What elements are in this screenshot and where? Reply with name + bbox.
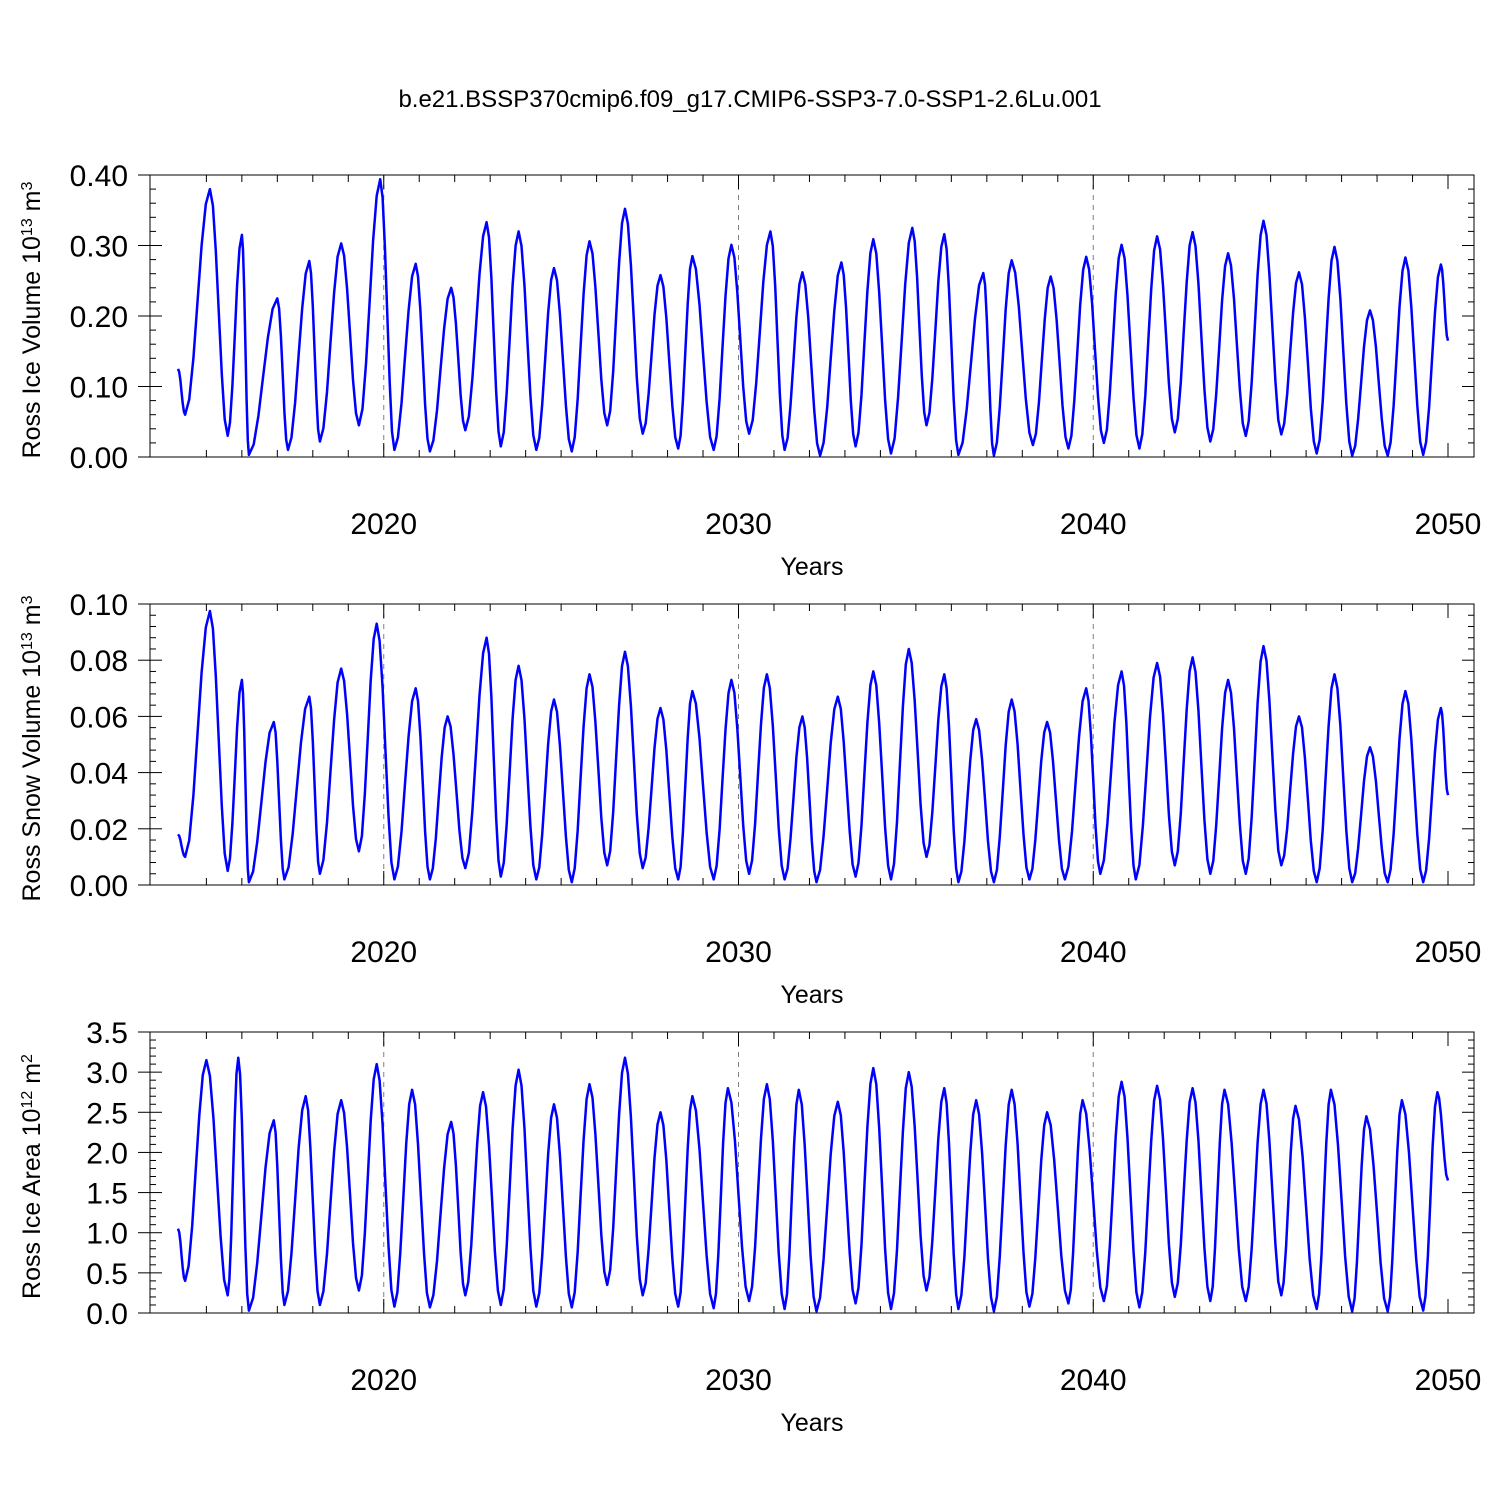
chart-panel-2: 0.00 0.02 0.04 0.06 0.08 0.10 2020 2030 2040 2050… xyxy=(18,589,1481,1009)
y-tick-label: 0.10 xyxy=(70,372,128,405)
y-tick-label: 1.0 xyxy=(86,1218,128,1251)
x-tick-label: 2040 xyxy=(1060,508,1127,541)
plot-frame xyxy=(149,1031,1475,1314)
y-tick-label: 1.5 xyxy=(86,1178,128,1211)
series-line xyxy=(176,177,1450,457)
figure-title: b.e21.BSSP370cmip6.f09_g17.CMIP6-SSP3-7.… xyxy=(398,86,1102,113)
x-tick-label: 2040 xyxy=(1060,1364,1127,1397)
y-tick-label: 0.0 xyxy=(86,1298,128,1331)
y-tick-label: 3.0 xyxy=(86,1057,128,1090)
y-tick-label: 0.30 xyxy=(70,231,128,264)
x-tick-label: 2020 xyxy=(350,1364,417,1397)
chart-panel-1: 0.00 0.10 0.20 0.30 0.40 2020 2030 2040 2050 Year… xyxy=(18,160,1481,581)
y-tick-label: 0.5 xyxy=(86,1258,128,1291)
chart-panel-3: 0.0 0.5 1.0 1.5 2.0 2.5 3.0 3.5 2020 2030 2040 2050… xyxy=(18,1017,1481,1437)
x-tick-label: 2030 xyxy=(705,508,772,541)
y-tick-label: 0.00 xyxy=(70,442,128,475)
y-tick-label: 0.08 xyxy=(70,645,128,678)
y-tick-label: 3.5 xyxy=(86,1017,128,1050)
x-tick-label: 2050 xyxy=(1415,936,1482,969)
y-tick-label: 0.10 xyxy=(70,589,128,622)
y-axis-label: Ross Ice Area 1012 m2 xyxy=(18,1054,46,1299)
x-tick-label: 2050 xyxy=(1415,1364,1482,1397)
y-tick-label: 0.04 xyxy=(70,758,128,791)
plot-frame xyxy=(149,603,1475,886)
x-tick-label: 2020 xyxy=(350,508,417,541)
y-tick-label: 0.40 xyxy=(70,160,128,193)
x-axis-label: Years xyxy=(780,1409,843,1437)
x-axis-label: Years xyxy=(780,553,843,581)
y-axis-label: Ross Ice Volume 1013 m3 xyxy=(18,181,46,458)
y-tick-label: 2.0 xyxy=(86,1137,128,1170)
x-tick-label: 2030 xyxy=(705,936,772,969)
x-tick-label: 2020 xyxy=(350,936,417,969)
series-line xyxy=(176,1056,1450,1313)
y-tick-label: 0.00 xyxy=(70,870,128,903)
y-axis-label: Ross Snow Volume 1013 m3 xyxy=(18,595,46,901)
y-tick-label: 0.06 xyxy=(70,701,128,734)
y-tick-label: 0.20 xyxy=(70,301,128,334)
x-tick-label: 2030 xyxy=(705,1364,772,1397)
y-tick-label: 0.02 xyxy=(70,814,128,847)
y-tick-label: 2.5 xyxy=(86,1097,128,1130)
x-axis-label: Years xyxy=(780,981,843,1009)
x-tick-label: 2050 xyxy=(1415,508,1482,541)
x-tick-label: 2040 xyxy=(1060,936,1127,969)
series-line xyxy=(177,609,1450,884)
